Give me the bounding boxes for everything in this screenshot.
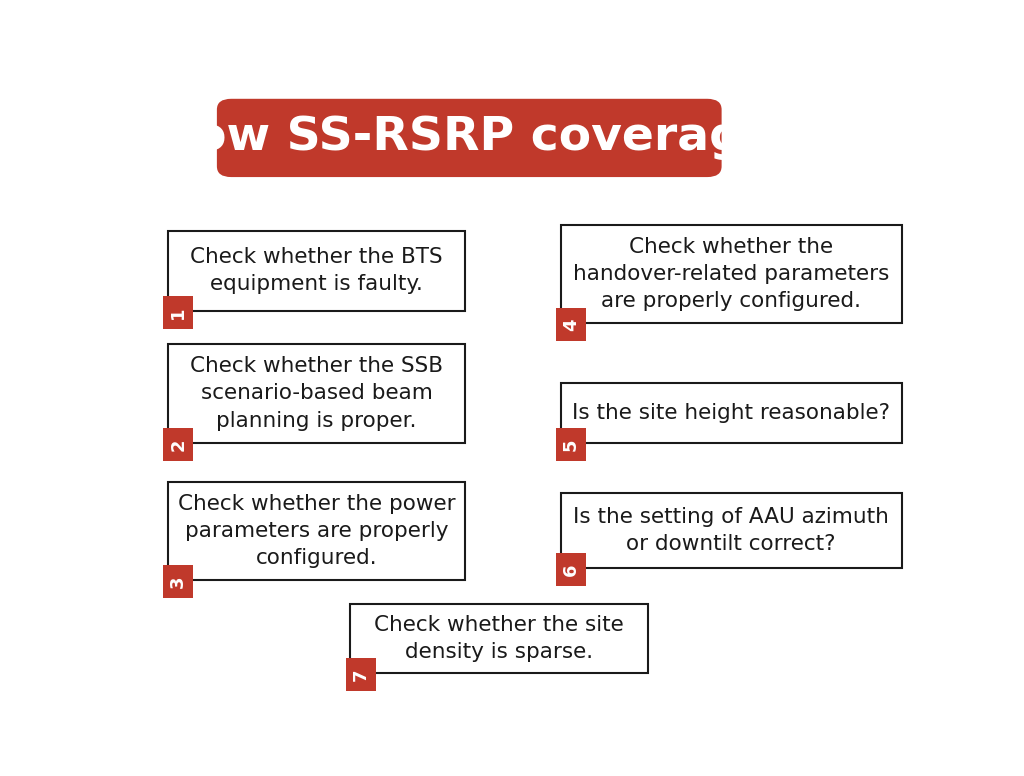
Text: Is the setting of AAU azimuth
or downtilt correct?: Is the setting of AAU azimuth or downtil… <box>573 508 889 554</box>
Text: 7: 7 <box>352 668 370 681</box>
Bar <box>560 494 902 568</box>
Text: 6: 6 <box>562 563 580 576</box>
Text: 2: 2 <box>169 438 187 451</box>
Text: 3: 3 <box>169 576 187 588</box>
Text: 5: 5 <box>562 438 580 451</box>
Bar <box>560 383 902 442</box>
Text: Is the site height reasonable?: Is the site height reasonable? <box>572 403 890 423</box>
Bar <box>168 344 465 442</box>
Bar <box>163 565 194 598</box>
Bar <box>556 553 586 586</box>
Bar <box>168 481 465 580</box>
Text: Check whether the site
density is sparse.: Check whether the site density is sparse… <box>374 615 624 662</box>
Text: 4: 4 <box>562 319 580 331</box>
Text: Check whether the
handover-related parameters
are properly configured.: Check whether the handover-related param… <box>573 237 889 311</box>
Text: Low SS-RSRP coverage: Low SS-RSRP coverage <box>164 116 775 161</box>
Bar <box>556 428 586 461</box>
Bar <box>560 224 902 323</box>
Text: Check whether the SSB
scenario-based beam
planning is proper.: Check whether the SSB scenario-based bea… <box>190 356 443 431</box>
Text: 1: 1 <box>169 307 187 319</box>
Bar <box>350 604 648 673</box>
Text: Check whether the power
parameters are properly
configured.: Check whether the power parameters are p… <box>178 494 456 568</box>
Text: Check whether the BTS
equipment is faulty.: Check whether the BTS equipment is fault… <box>190 248 442 294</box>
Bar <box>346 658 376 691</box>
FancyBboxPatch shape <box>217 99 722 177</box>
Bar <box>556 308 586 341</box>
Bar <box>163 296 194 329</box>
Bar <box>163 428 194 461</box>
Bar <box>168 230 465 311</box>
